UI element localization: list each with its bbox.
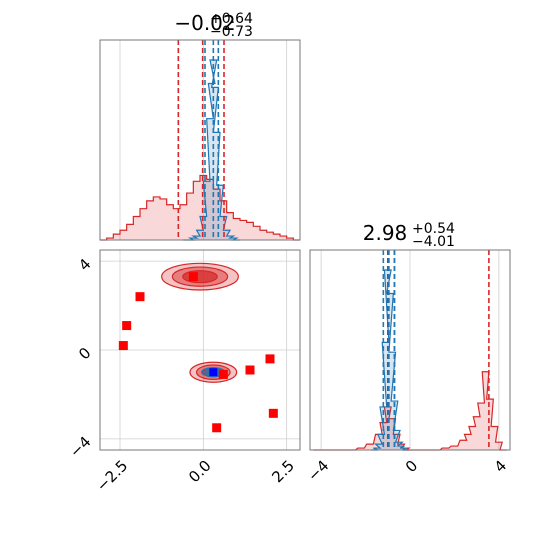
tick-label-y-p1: 4 [75,255,94,274]
marginal-histogram-p0-series-0-fill [100,175,300,240]
marginal-histogram-p1-series-0-fill [313,371,507,450]
panel-background [100,40,300,240]
title-param-0: −0.02 [174,11,235,35]
sample-marker-series-0 [122,321,132,331]
marginal-histogram-p0-series-1-line [183,59,240,241]
sample-marker-series-0 [265,354,275,364]
tick-label-y-p1: 0 [75,344,94,363]
title-param-0-sup: +0.64 [210,11,253,27]
marginal-param-1-panel [309,249,511,451]
sample-marker-series-0 [212,423,222,433]
title-param-1-main: 2.98 [363,221,408,245]
title-param-0-main: −0.02 [174,11,235,35]
tick-label-x-p1: 4 [491,457,510,476]
sample-marker-series-0 [118,341,128,351]
tick-label-x-p1: 0 [402,457,421,476]
panel-border [99,249,301,451]
tick-label-x-p0: 0.0 [185,457,215,487]
joint-param-0-1-panel [99,249,301,451]
title-param-1-sup: +0.54 [412,221,455,237]
marginal-param-0-panel [99,39,301,241]
contour-series-0-mode-0-level-2 [182,270,218,284]
joint-contents [118,262,278,433]
title-param-1: 2.98 [363,221,408,245]
sample-marker-series-1 [209,368,218,377]
marginal-histogram-p0-series-0-line [100,174,300,241]
sample-marker-series-0 [268,408,278,418]
sample-marker-series-0 [218,369,228,379]
marginal-histogram-p1-series-1-line [371,269,409,451]
panel-border [99,39,301,241]
title-param-1-sub: −4.01 [412,234,455,250]
title-param-0-sub: −0.73 [210,24,253,40]
marginal-histogram-p1-series-1-fill [371,270,409,450]
marginal-histogram-p0-series-1-fill [183,60,240,240]
tick-label-x-p1: −4 [304,457,332,485]
sample-marker-series-0 [135,292,145,302]
sample-marker-series-0 [188,272,198,282]
tick-label-x-p0: 2.5 [268,457,298,487]
sample-marker-series-0 [245,365,255,375]
tick-label-y-p1: −4 [66,433,94,461]
panel-border [309,249,511,451]
tick-label-x-p0: −2.5 [93,457,131,495]
